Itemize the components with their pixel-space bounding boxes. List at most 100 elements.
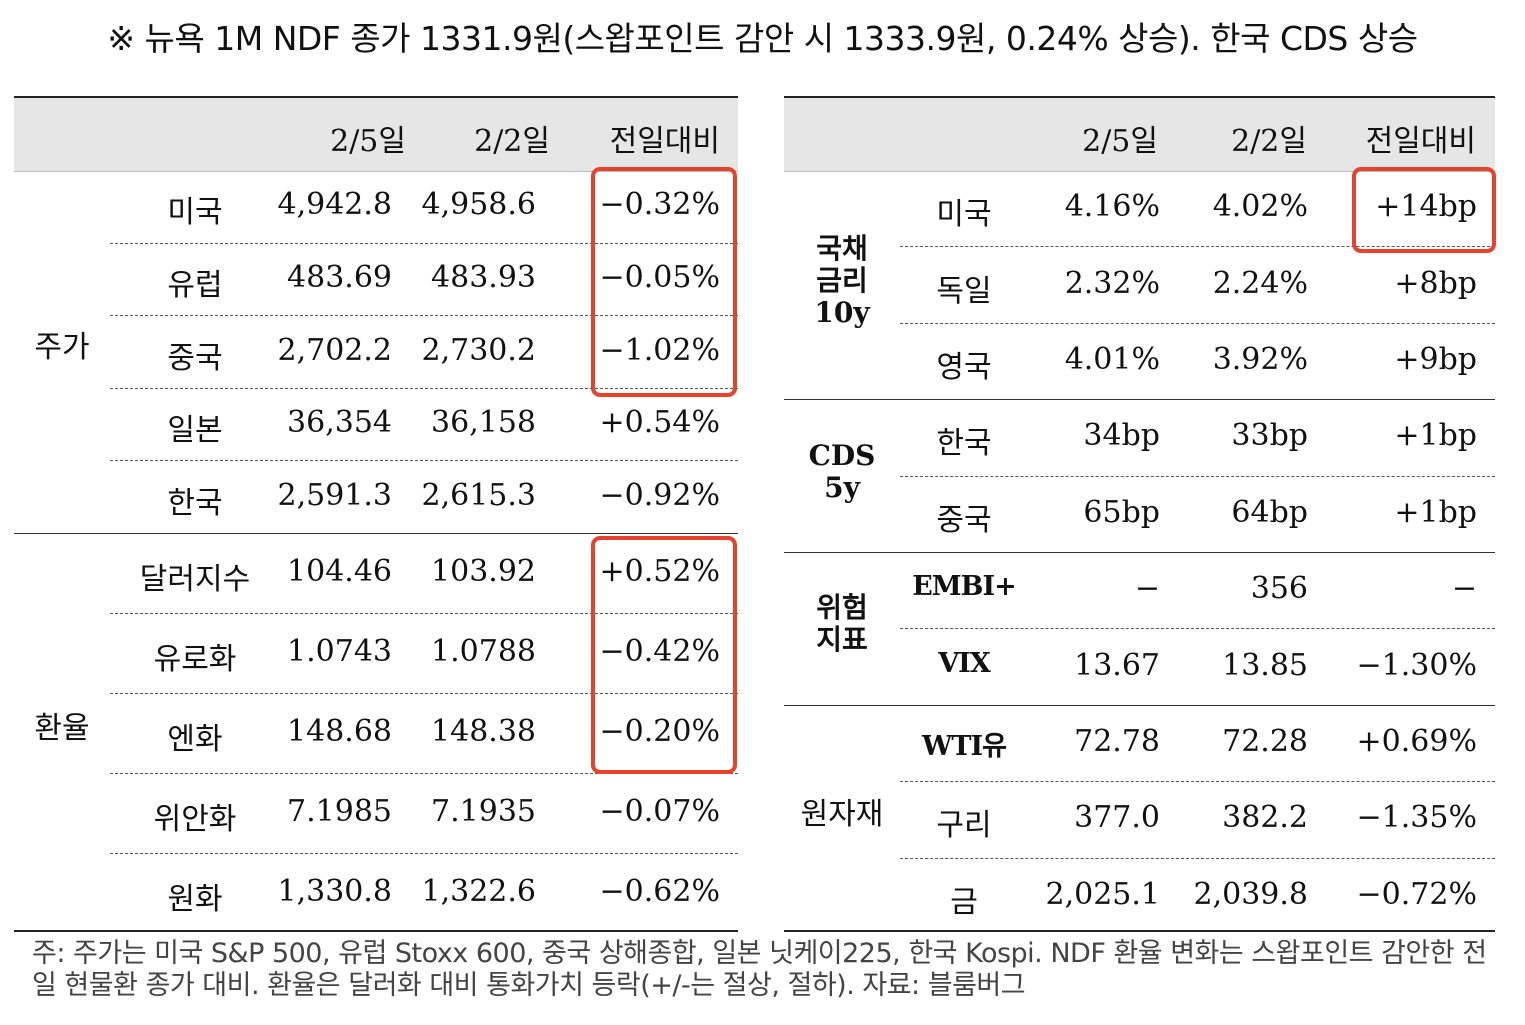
value-date-2: 64bp <box>1231 494 1308 530</box>
row-divider <box>900 628 1495 630</box>
row-label: 위안화 <box>153 802 237 837</box>
value-date-1: 7.1985 <box>287 794 392 829</box>
value-change: +0.69% <box>1356 724 1477 759</box>
row-label: 원화 <box>167 882 223 917</box>
value-change: −0.42% <box>599 634 720 669</box>
row-divider <box>110 853 738 854</box>
value-date-1: 4.16% <box>1064 189 1160 225</box>
value-change: +1bp <box>1394 418 1477 454</box>
value-date-1: 4,942.8 <box>277 187 392 223</box>
value-date-2: 148.38 <box>431 714 536 749</box>
value-date-1: 1.0743 <box>287 634 392 669</box>
highlight-box-us-yield <box>1352 167 1496 253</box>
value-date-1: 104.46 <box>287 554 392 589</box>
row-divider <box>110 387 738 389</box>
header-date-2: 2/2일 <box>474 124 550 159</box>
group-label: 원자재 <box>800 797 884 833</box>
header-date-1: 2/5일 <box>330 124 406 159</box>
row-label: 금 <box>950 884 978 920</box>
value-date-1: 36,354 <box>287 405 392 441</box>
row-label: 영국 <box>936 350 992 385</box>
value-date-1: 2,025.1 <box>1045 876 1160 912</box>
value-change: −1.02% <box>599 332 720 368</box>
value-change: −0.32% <box>599 187 720 223</box>
row-divider <box>110 613 738 614</box>
row-divider <box>900 857 1495 859</box>
value-date-2: 2,730.2 <box>421 332 536 368</box>
header-date-2: 2/2일 <box>1231 124 1307 159</box>
value-date-1: − <box>1134 571 1160 607</box>
row-label: 유로화 <box>153 642 237 677</box>
value-date-2: 4,958.6 <box>421 187 536 223</box>
row-label: 한국 <box>936 426 992 462</box>
value-date-1: 4.01% <box>1064 342 1160 377</box>
row-label: EMBI+ <box>912 571 1017 603</box>
value-change: +14bp <box>1375 189 1477 225</box>
value-change: −1.30% <box>1356 647 1477 683</box>
row-label: 한국 <box>167 485 223 521</box>
value-date-2: 1.0788 <box>431 634 536 669</box>
row-divider <box>900 322 1495 324</box>
row-label: 미국 <box>167 195 223 231</box>
value-change: +0.52% <box>599 554 720 589</box>
value-date-1: 2,591.3 <box>277 477 392 513</box>
value-date-1: 148.68 <box>287 714 392 749</box>
row-divider <box>110 773 738 774</box>
value-date-1: 483.69 <box>287 259 392 295</box>
value-date-1: 72.78 <box>1074 724 1160 759</box>
group-label: 환율 <box>34 711 90 746</box>
value-change: −0.07% <box>599 794 720 829</box>
table-bottom-rule-left <box>14 930 738 932</box>
value-date-1: 2.32% <box>1064 265 1160 301</box>
value-date-2: 2,615.3 <box>421 477 536 513</box>
value-date-1: 65bp <box>1083 494 1160 530</box>
value-date-1: 1,330.8 <box>277 874 392 909</box>
value-date-2: 2,039.8 <box>1193 876 1308 912</box>
value-change: −0.20% <box>599 714 720 749</box>
row-label: WTI유 <box>922 731 1007 762</box>
footnote: 주: 주가는 미국 S&P 500, 유럽 Stoxx 600, 중국 상해종합… <box>32 938 1487 1001</box>
group-divider <box>784 704 1495 706</box>
value-date-2: 382.2 <box>1222 800 1308 836</box>
table-header: 2/5일 2/2일 전일대비 <box>784 96 1495 172</box>
highlight-box-fx-changes <box>591 536 737 774</box>
row-divider <box>110 460 738 462</box>
row-label: 중국 <box>936 502 992 538</box>
value-change: −0.92% <box>599 477 720 513</box>
header-change: 전일대비 <box>1365 124 1476 159</box>
value-date-2: 72.28 <box>1222 724 1308 759</box>
value-change: −0.05% <box>599 259 720 295</box>
value-change: +0.54% <box>599 405 720 441</box>
value-date-2: 36,158 <box>431 405 536 441</box>
group-divider <box>784 552 1495 553</box>
group-label: 국채 금리 10y <box>814 231 870 329</box>
value-date-2: 33bp <box>1231 418 1308 454</box>
row-label: VIX <box>938 647 991 679</box>
value-change: − <box>1451 571 1477 607</box>
table-bottom-rule-right <box>784 930 1495 932</box>
value-date-2: 483.93 <box>431 259 536 295</box>
value-change: −1.35% <box>1356 800 1477 836</box>
value-date-1: 377.0 <box>1074 800 1160 836</box>
value-date-2: 103.92 <box>431 554 536 589</box>
row-divider <box>900 246 1495 248</box>
row-label: 미국 <box>936 197 992 233</box>
group-divider <box>14 533 738 534</box>
page-title: ※ 뉴욕 1M NDF 종가 1331.9원(스왑포인트 감안 시 1333.9… <box>107 19 1418 58</box>
group-label: CDS 5y <box>808 438 876 504</box>
group-label: 주가 <box>34 329 90 365</box>
highlight-box-stock-declines <box>591 167 737 397</box>
value-date-2: 356 <box>1250 571 1308 607</box>
row-divider <box>110 315 738 317</box>
row-label: 중국 <box>167 340 223 376</box>
value-date-2: 2.24% <box>1212 265 1308 301</box>
row-label: 엔화 <box>167 722 223 757</box>
header-date-1: 2/5일 <box>1082 124 1158 159</box>
row-divider <box>900 781 1495 783</box>
value-date-2: 13.85 <box>1222 647 1308 683</box>
row-divider <box>900 475 1495 477</box>
value-date-2: 3.92% <box>1212 342 1308 377</box>
header-change: 전일대비 <box>609 124 720 159</box>
value-date-1: 2,702.2 <box>277 332 392 368</box>
value-change: −0.72% <box>1356 876 1477 912</box>
